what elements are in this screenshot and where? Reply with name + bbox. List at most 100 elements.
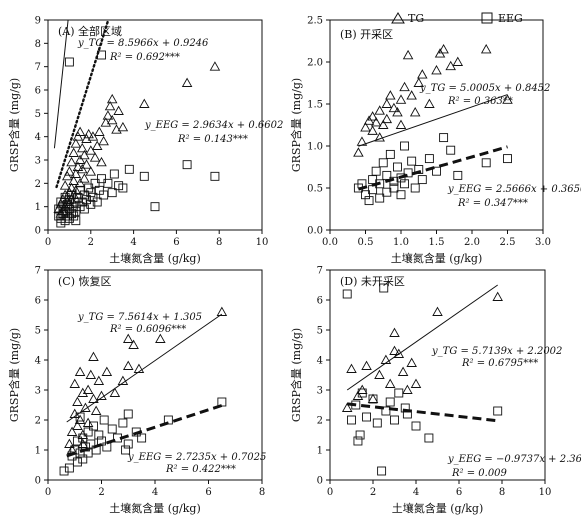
tg-point — [66, 426, 78, 436]
plot-marks — [53, 20, 221, 228]
tg-point — [106, 93, 118, 104]
eeg-point — [385, 397, 395, 407]
eeg-fit-line — [347, 402, 498, 423]
tg-point — [395, 119, 407, 129]
x-tick-label: 4 — [130, 237, 136, 248]
y-axis-label: GRSP含量 (mg/g) — [7, 328, 21, 422]
tg-point — [406, 90, 417, 100]
panel-a-all-regions: 0 2 4 6 8 10 0 1 2 3 4 5 6 7 8 9 土壤氮含量 (g/kg) GRSP含量 (mg/… — [7, 16, 283, 266]
tg-fit-line — [346, 284, 498, 391]
y-tick-label: 1.5 — [307, 100, 323, 111]
tg-point — [367, 125, 378, 135]
y-tick-label: 4 — [317, 356, 323, 367]
tg-point — [122, 360, 134, 370]
tg-point — [102, 110, 114, 120]
tg-point — [111, 124, 122, 134]
eeg-point — [84, 183, 94, 193]
eeg-point — [389, 183, 399, 193]
tg-point — [59, 180, 71, 190]
eeg-point — [86, 188, 96, 198]
eeg-point — [107, 188, 117, 198]
tg-point — [72, 396, 83, 406]
tg-point — [480, 43, 492, 54]
eeg-point — [123, 439, 133, 449]
y-tick-label: 2 — [35, 179, 41, 190]
x-tick-label: 2.0 — [464, 237, 480, 248]
tg-point — [87, 131, 99, 141]
tg-point — [69, 408, 81, 418]
y-tick-label: 5 — [35, 109, 41, 120]
tg-point — [70, 168, 82, 178]
tg-point — [216, 306, 228, 316]
x-tick-label: 0.0 — [322, 237, 338, 248]
y-tick-label: 0.0 — [307, 226, 323, 237]
x-tick-label: 2.5 — [500, 237, 516, 248]
eeg-point — [83, 427, 93, 437]
y-tick-label: 1 — [35, 446, 41, 457]
plot-marks — [341, 283, 503, 476]
eeg-point — [59, 466, 69, 476]
panel-title: (C) 恢复区 — [58, 274, 112, 288]
x-tick-label: 8 — [499, 487, 505, 498]
y-tick-label: 7 — [317, 266, 323, 277]
eeg-point — [99, 190, 109, 200]
tg-point — [72, 420, 83, 430]
tg-point — [424, 98, 435, 108]
tg-point — [85, 369, 97, 379]
tg-point — [438, 43, 449, 54]
eeg-point — [400, 141, 409, 151]
tg-point — [93, 375, 105, 385]
y-tick-label: 2.5 — [307, 16, 323, 27]
x-axis-label: 土壤氮含量 (g/kg) — [109, 501, 201, 515]
tg-point — [76, 142, 88, 153]
y-tick-label: 7 — [35, 62, 41, 73]
regression-annotation: y_TG = 8.5966x + 0.9246 — [77, 38, 209, 49]
tg-point — [76, 163, 88, 174]
tg-point — [85, 166, 97, 176]
eeg-point — [407, 156, 417, 166]
x-tick-label: 6 — [205, 487, 211, 498]
eeg-fit-line — [357, 145, 508, 191]
y-axis-label: GRSP含量 (mg/g) — [7, 78, 21, 172]
tg-point — [79, 173, 90, 183]
eeg-point — [150, 202, 160, 212]
x-tick-label: 0 — [45, 237, 51, 248]
eeg-point — [368, 394, 378, 404]
y-tick-label: 1 — [35, 202, 41, 213]
tg-point — [410, 378, 422, 388]
y-tick-label: 6 — [317, 296, 323, 307]
eeg-point — [137, 433, 147, 443]
x-tick-label: 4 — [152, 487, 158, 498]
x-axis-label: 土壤氮含量 (g/kg) — [109, 251, 201, 265]
eeg-point — [353, 436, 363, 446]
tg-point — [89, 152, 101, 162]
eeg-point — [69, 211, 79, 221]
eeg-point — [78, 433, 88, 443]
regression-annotation: y_EEG = 2.9634x + 0.6602 — [144, 120, 283, 131]
eeg-point — [375, 193, 385, 203]
tg-point — [385, 90, 396, 100]
eeg-point — [118, 418, 128, 428]
tg-point — [399, 81, 410, 92]
regression-annotation: R² = 0.6096*** — [109, 324, 186, 335]
eeg-point — [379, 283, 389, 293]
y-tick-label: 3 — [35, 386, 41, 397]
eeg-point — [103, 178, 113, 188]
tg-point — [209, 61, 221, 71]
regression-annotation: R² = 0.6795*** — [461, 358, 538, 369]
eeg-point — [71, 216, 81, 226]
regression-annotation: y_EEG = −0.9737x + 2.3607 — [447, 454, 581, 465]
eeg-point — [182, 160, 192, 170]
eeg-point — [394, 388, 404, 398]
tg-point — [72, 161, 84, 171]
tg-fit-line — [66, 313, 223, 423]
eeg-point — [355, 430, 365, 440]
tg-point — [64, 166, 75, 176]
y-tick-label: 1.0 — [307, 142, 323, 153]
tg-point — [389, 345, 400, 355]
eeg-point — [493, 406, 503, 416]
eeg-point — [417, 175, 427, 185]
tg-point — [66, 156, 77, 167]
eeg-point — [109, 169, 119, 179]
